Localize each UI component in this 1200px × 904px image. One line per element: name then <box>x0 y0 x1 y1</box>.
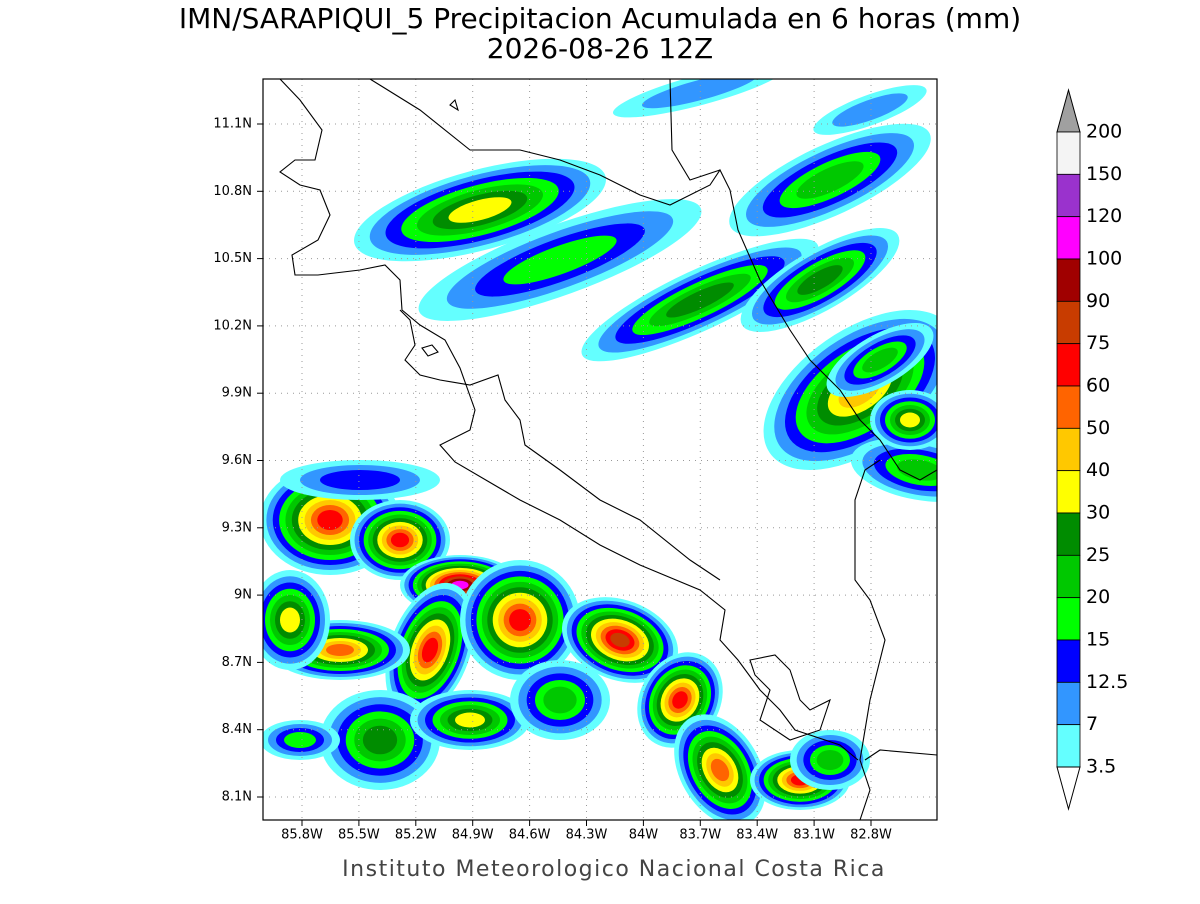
lon-tick-label: 85.5W <box>338 828 380 843</box>
precip-contour <box>421 637 439 663</box>
colorbar-label: 100 <box>1086 248 1122 270</box>
precip-contour <box>284 732 316 748</box>
colorbar-label: 20 <box>1086 586 1110 608</box>
lat-tick-label: 11.1N <box>213 117 252 132</box>
colorbar-label: 30 <box>1086 502 1110 524</box>
precip-contour <box>455 712 485 728</box>
precip-contour <box>710 758 730 782</box>
colorbar-label: 12.5 <box>1086 671 1128 693</box>
colorbar-label: 25 <box>1086 544 1110 566</box>
precip-contour <box>666 282 734 318</box>
lat-tick-label: 8.7N <box>222 655 252 670</box>
lon-tick-label: 84.6W <box>509 828 551 843</box>
border <box>369 79 937 481</box>
colorbar-box <box>1056 131 1081 175</box>
colorbar-label: 150 <box>1086 163 1122 185</box>
colorbar-label: 200 <box>1086 121 1122 143</box>
colorbar-label: 120 <box>1086 205 1122 227</box>
colorbar-box <box>1056 724 1081 768</box>
lat-tick-label: 10.8N <box>213 184 252 199</box>
precip-contour <box>326 644 354 656</box>
colorbar-box <box>1056 258 1081 302</box>
lon-tick-label: 83.1W <box>793 828 835 843</box>
precip-contour <box>320 470 400 490</box>
lon-tick-label: 84.9W <box>452 828 494 843</box>
lon-tick-label: 84.3W <box>566 828 608 843</box>
precip-contour <box>816 750 844 770</box>
coastline <box>864 749 937 761</box>
colorbar-box <box>1056 427 1081 472</box>
colorbar-box <box>1056 639 1081 683</box>
precip-contour <box>900 412 920 428</box>
title-line-1: IMN/SARAPIQUI_5 Precipitacion Acumulada … <box>179 2 1021 35</box>
colorbar-box <box>1056 681 1081 726</box>
colorbar-box <box>1056 343 1081 387</box>
lat-tick-label: 9.9N <box>222 386 252 401</box>
colorbar-box <box>1056 173 1081 218</box>
island <box>421 98 459 357</box>
coastlines <box>279 79 937 820</box>
lat-tick-label: 8.1N <box>222 790 252 805</box>
precip-contour <box>503 235 617 285</box>
precip-contour <box>280 607 300 633</box>
colorbar-label: 40 <box>1086 459 1110 481</box>
precip-contour <box>448 197 512 223</box>
lon-tick-label: 85.2W <box>395 828 437 843</box>
lat-tick-label: 9.3N <box>222 520 252 535</box>
precip-contour <box>317 510 343 530</box>
coastline <box>279 79 859 761</box>
precip-contour <box>390 532 410 548</box>
lat-tick-label: 9N <box>234 588 252 603</box>
map-frame <box>262 78 938 821</box>
lat-tick-label: 10.2N <box>213 318 252 333</box>
border <box>669 79 721 181</box>
precip-contour <box>832 93 908 127</box>
coastline <box>749 654 831 741</box>
colorbar-label: 3.5 <box>1086 756 1116 778</box>
lat-tick-label: 9.6N <box>222 453 252 468</box>
precip-contour <box>862 347 898 373</box>
colorbar-label: 15 <box>1086 629 1110 651</box>
colorbar-label: 60 <box>1086 375 1110 397</box>
lon-tick-label: 85.8W <box>281 828 323 843</box>
colorbar-box <box>1056 512 1081 556</box>
coastline <box>399 309 721 581</box>
precip-contour <box>610 632 630 648</box>
title-line-2: 2026-08-26 12Z <box>487 32 713 65</box>
precip-contour <box>362 725 398 755</box>
precip-contour <box>672 691 688 709</box>
colorbar-label: 75 <box>1086 332 1110 354</box>
colorbar-label: 7 <box>1086 713 1098 735</box>
lon-tick-label: 84W <box>629 828 659 843</box>
border <box>854 459 886 820</box>
precip-contour <box>509 609 531 631</box>
footer: Instituto Meteorologico Nacional Costa R… <box>342 857 886 882</box>
lon-tick-label: 82.8W <box>850 828 892 843</box>
grid <box>263 79 937 820</box>
colorbar-label: 50 <box>1086 417 1110 439</box>
colorbar: 200 150 120 100 90 75 60 50 40 30 25 20 15 12.5 7 3.5 <box>1056 88 1128 811</box>
precip-contour <box>796 161 864 199</box>
lat-tick-label: 8.4N <box>222 722 252 737</box>
lon-tick-label: 83.4W <box>736 828 778 843</box>
precip-contour <box>543 686 577 714</box>
precip-contour <box>896 459 937 481</box>
colorbar-below <box>1056 766 1081 811</box>
precip-contour <box>797 265 843 295</box>
colorbar-label: 90 <box>1086 290 1110 312</box>
colorbar-box <box>1056 216 1081 260</box>
colorbar-box <box>1056 300 1081 345</box>
colorbar-box <box>1056 385 1081 429</box>
lon-tick-label: 83.7W <box>679 828 721 843</box>
colorbar-box <box>1056 554 1081 599</box>
precip-field <box>263 79 937 820</box>
colorbar-box <box>1056 597 1081 641</box>
colorbar-box <box>1056 470 1081 514</box>
lat-tick-label: 10.5N <box>213 251 252 266</box>
